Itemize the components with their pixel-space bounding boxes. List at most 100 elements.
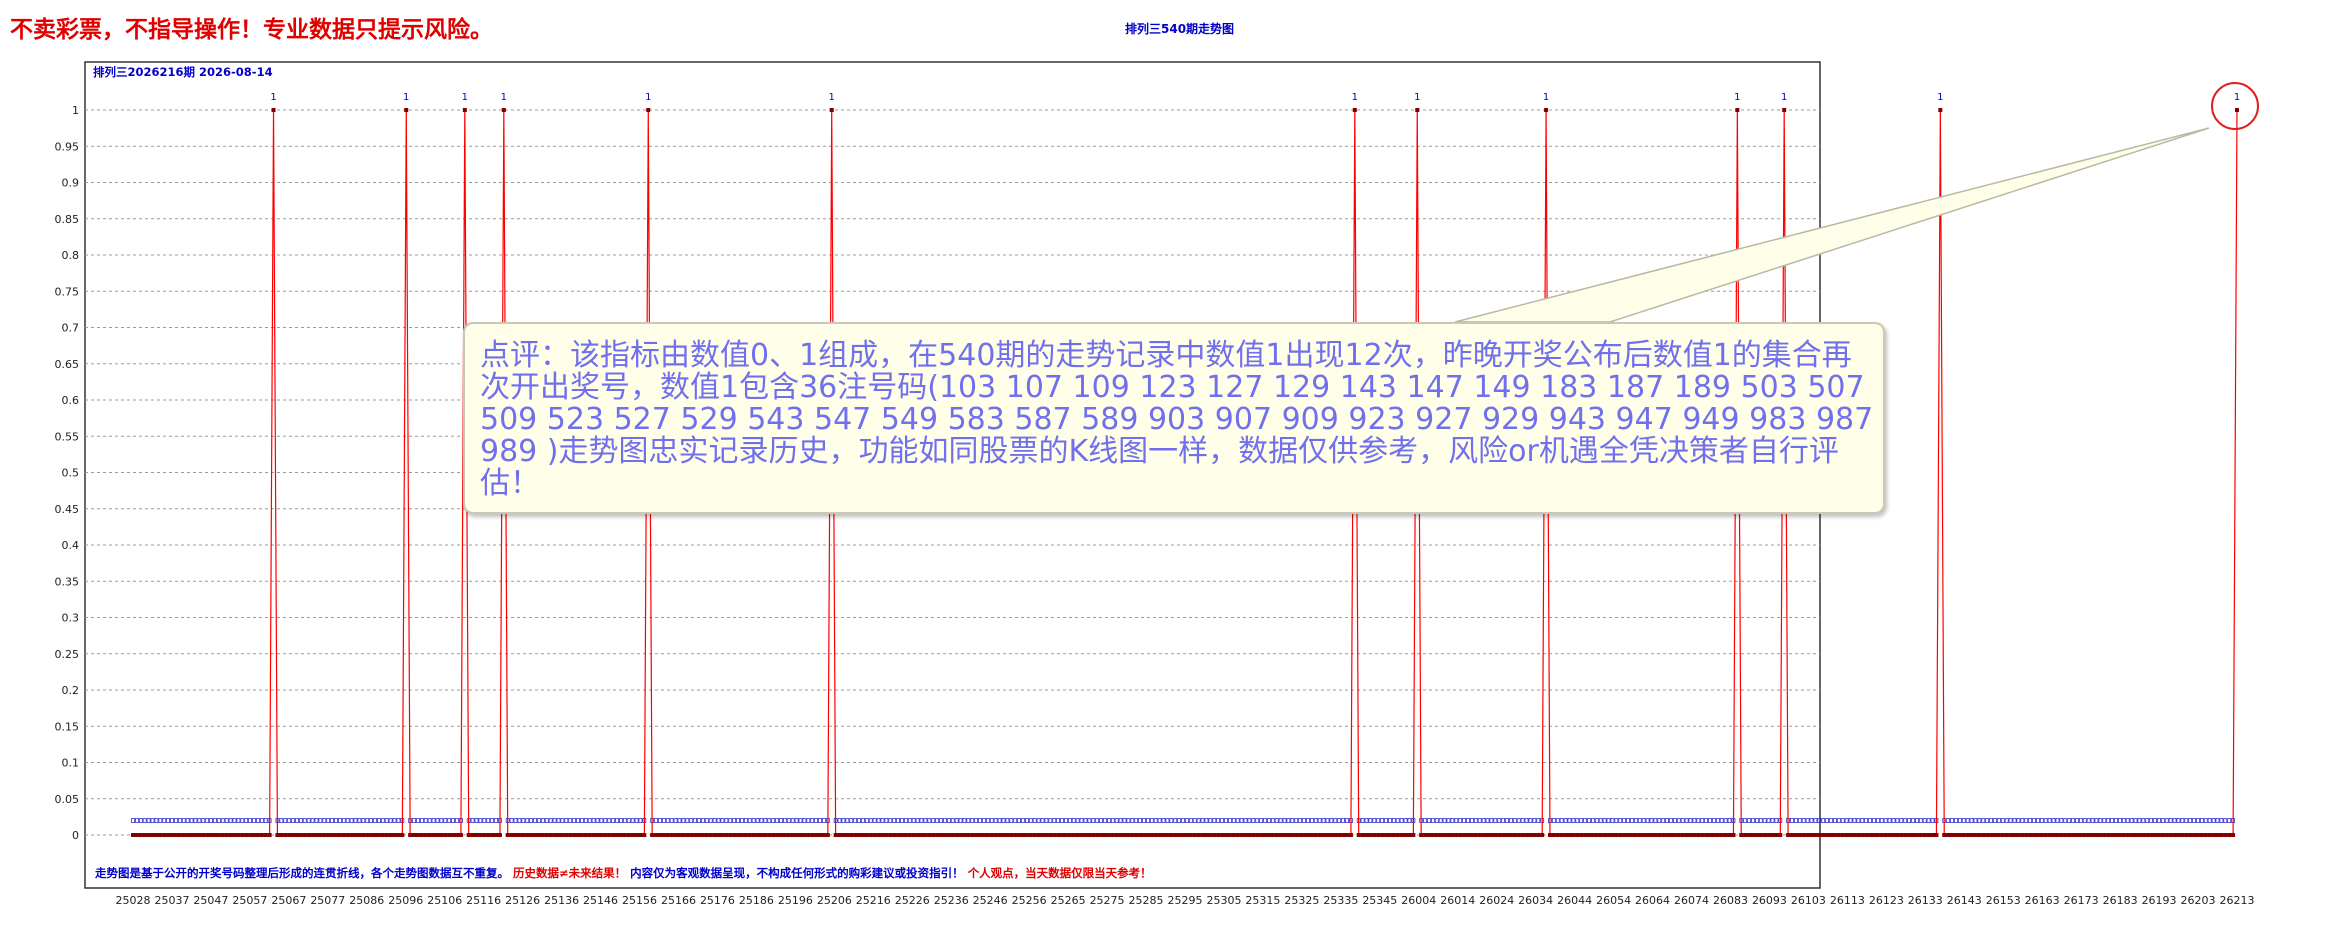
upper-marker <box>1181 818 1185 823</box>
data-point <box>1856 833 1861 837</box>
data-point <box>197 833 202 837</box>
data-point <box>1981 833 1986 837</box>
upper-marker <box>841 818 846 823</box>
data-point <box>638 833 643 837</box>
data-point <box>400 833 405 837</box>
data-point <box>1040 833 1045 837</box>
upper-marker <box>1185 818 1189 823</box>
data-point <box>1965 833 1970 837</box>
upper-marker <box>681 818 686 823</box>
upper-marker <box>1231 818 1236 823</box>
upper-marker <box>798 818 803 823</box>
upper-marker <box>135 818 139 823</box>
upper-marker <box>2133 818 2138 823</box>
upper-marker <box>837 818 842 823</box>
data-point <box>1789 833 1794 837</box>
data-point <box>1688 833 1693 837</box>
data-point <box>1942 833 1947 837</box>
upper-marker <box>1579 818 1584 823</box>
upper-marker <box>1532 818 1537 823</box>
x-tick-label: 25226 <box>895 894 930 907</box>
x-tick-label: 26044 <box>1557 894 1592 907</box>
data-point <box>1305 833 1310 837</box>
upper-marker <box>1317 818 1322 823</box>
data-point <box>2176 833 2181 837</box>
upper-marker <box>634 818 639 823</box>
data-point <box>1372 833 1377 837</box>
upper-marker <box>1403 818 1408 823</box>
data-point <box>634 833 639 837</box>
x-tick-label: 26083 <box>1713 894 1748 907</box>
upper-marker <box>857 818 861 823</box>
upper-marker <box>1391 818 1396 823</box>
upper-marker <box>1567 818 1572 823</box>
data-point <box>1524 833 1529 837</box>
data-point <box>1950 833 1955 837</box>
upper-marker <box>1528 818 1533 823</box>
upper-marker <box>802 818 807 823</box>
data-point <box>2219 833 2224 837</box>
data-point <box>1583 833 1588 837</box>
data-point <box>1911 833 1916 837</box>
upper-marker <box>2188 818 2193 823</box>
upper-marker <box>786 818 791 823</box>
data-point <box>365 833 370 837</box>
upper-marker <box>181 818 186 823</box>
upper-marker <box>1868 818 1872 823</box>
data-point <box>373 833 378 837</box>
x-tick-label: 25126 <box>505 894 540 907</box>
upper-marker <box>1672 818 1677 823</box>
data-point <box>349 833 354 837</box>
peak-label: 1 <box>1781 92 1787 103</box>
data-point <box>1801 833 1806 837</box>
upper-marker <box>611 818 616 823</box>
data-point <box>665 833 670 837</box>
data-point <box>1118 833 1123 837</box>
upper-marker <box>1149 818 1154 823</box>
data-point <box>2156 833 2161 837</box>
data-point <box>1696 833 1701 837</box>
upper-marker <box>1036 818 1041 823</box>
data-point <box>919 833 924 837</box>
data-point <box>1282 833 1287 837</box>
peak-label: 1 <box>1937 92 1943 103</box>
data-point <box>1598 833 1603 837</box>
upper-marker <box>1680 818 1685 823</box>
x-tick-label: 26113 <box>1830 894 1865 907</box>
upper-marker <box>521 818 526 823</box>
data-point <box>556 833 561 837</box>
x-tick-label: 26024 <box>1479 894 1514 907</box>
data-point <box>1274 833 1279 837</box>
upper-marker <box>142 818 147 823</box>
data-point <box>2168 833 2173 837</box>
upper-marker <box>1021 818 1025 823</box>
data-point <box>1263 833 1268 837</box>
upper-marker <box>177 818 182 823</box>
data-point <box>1821 833 1826 837</box>
upper-marker <box>2094 818 2099 823</box>
upper-marker-row <box>131 818 2235 823</box>
upper-marker <box>1040 818 1045 823</box>
data-point <box>814 833 819 837</box>
data-point <box>884 833 889 837</box>
upper-marker <box>1520 818 1525 823</box>
upper-marker <box>357 818 362 823</box>
data-point <box>1922 833 1927 837</box>
data-point <box>564 833 569 837</box>
upper-marker <box>451 818 455 823</box>
data-point <box>2051 833 2056 837</box>
data-point <box>1079 833 1084 837</box>
data-point <box>2082 833 2087 837</box>
data-point <box>134 833 139 837</box>
upper-marker <box>1907 818 1912 823</box>
upper-marker <box>259 818 264 823</box>
data-point <box>1883 833 1888 837</box>
upper-marker <box>638 818 643 823</box>
upper-marker <box>435 818 440 823</box>
data-point <box>1743 833 1748 837</box>
data-point <box>1668 833 1673 837</box>
data-point <box>497 833 502 837</box>
data-point <box>177 833 182 837</box>
upper-marker <box>876 818 881 823</box>
data-point <box>1969 833 1974 837</box>
